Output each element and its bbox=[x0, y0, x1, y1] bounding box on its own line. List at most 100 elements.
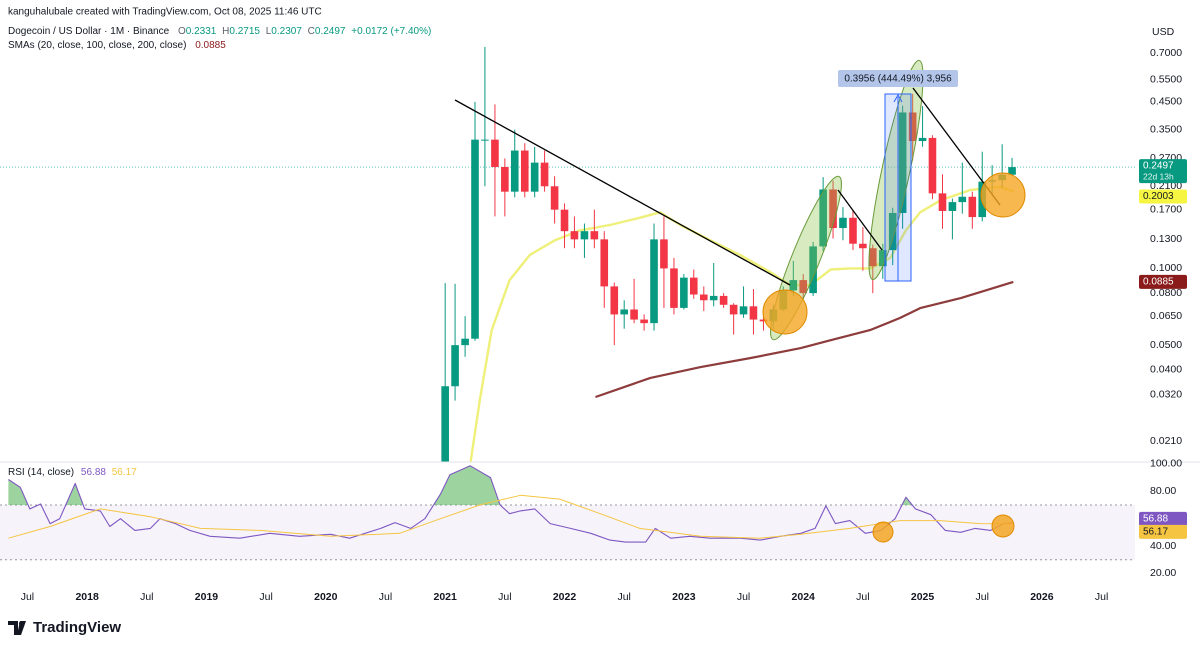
candle-body bbox=[908, 112, 917, 142]
x-tick-label: 2019 bbox=[195, 591, 219, 603]
price-pane bbox=[0, 46, 1135, 462]
rsi-tick-label: 20.00 bbox=[1150, 567, 1176, 579]
candle-body bbox=[530, 162, 539, 192]
candle-body bbox=[610, 286, 619, 315]
y-tick-label: 0.0320 bbox=[1150, 388, 1182, 400]
highlight-ellipse bbox=[868, 59, 924, 281]
logo: TradingView bbox=[8, 619, 121, 636]
rsi-tick-label: 100.00 bbox=[1150, 458, 1182, 470]
x-tick-label: 2018 bbox=[75, 591, 99, 603]
x-tick-label: 2021 bbox=[433, 591, 457, 603]
x-tick-label: Jul bbox=[140, 591, 153, 603]
candle-body bbox=[938, 193, 947, 211]
x-tick-label: Jul bbox=[379, 591, 392, 603]
candle-body bbox=[640, 319, 648, 324]
x-tick-label: Jul bbox=[498, 591, 511, 603]
candle-body bbox=[461, 338, 469, 346]
rsi-band bbox=[0, 504, 1135, 560]
candle-body bbox=[958, 196, 967, 203]
candle-body bbox=[789, 280, 798, 291]
rsi-ma-value: 56.17 bbox=[112, 467, 137, 478]
x-tick-label: 2022 bbox=[553, 591, 577, 603]
sma-price-label-box bbox=[1139, 189, 1187, 204]
candle-body bbox=[520, 150, 529, 192]
candle-body bbox=[799, 280, 808, 294]
candle-body bbox=[829, 189, 837, 229]
last-price-label: 0.2497 bbox=[1143, 161, 1174, 172]
drawings: 0.3956 (444.49%) 3,956 bbox=[454, 59, 1026, 341]
logo-dot bbox=[19, 621, 23, 626]
candle-body bbox=[580, 231, 589, 240]
indicator-line: SMAs (20, close, 100, close, 200, close)… bbox=[8, 40, 226, 51]
ohlc-value: 0.2331 bbox=[186, 26, 217, 37]
candle-body bbox=[928, 137, 937, 194]
x-tick-label: Jul bbox=[976, 591, 989, 603]
sma-price-label: 0.0885 bbox=[1143, 277, 1174, 288]
measure-label: 0.3956 (444.49%) 3,956 bbox=[844, 74, 952, 85]
candle-body bbox=[650, 239, 658, 324]
y-tick-label: 0.3500 bbox=[1150, 124, 1182, 136]
x-tick-label: Jul bbox=[1095, 591, 1108, 603]
x-tick-label: Jul bbox=[737, 591, 750, 603]
candle-body bbox=[441, 386, 449, 462]
y-tick-label: 0.0400 bbox=[1150, 364, 1182, 376]
symbol-line: Dogecoin / US Dollar · 1M · Binance O0.2… bbox=[8, 26, 431, 37]
ohlc-letter: L bbox=[266, 26, 272, 37]
sma-price-label: 0.2003 bbox=[1143, 191, 1174, 202]
candle-body bbox=[739, 306, 748, 315]
rsi-title: RSI (14, close) bbox=[8, 467, 74, 478]
candle-body bbox=[451, 345, 459, 387]
candle-body bbox=[560, 209, 569, 232]
highlight-circle bbox=[980, 172, 1026, 218]
y-tick-label: 0.4500 bbox=[1150, 96, 1182, 108]
measure-arrow-head bbox=[893, 93, 903, 103]
indicator-value: 0.0885 bbox=[195, 40, 226, 51]
candle-body bbox=[709, 295, 718, 301]
rsi-legend: RSI (14, close) 56.88 56.17 bbox=[8, 467, 137, 478]
rsi-value: 56.88 bbox=[81, 467, 106, 478]
ohlc-value: 0.2307 bbox=[271, 26, 302, 37]
candle-body bbox=[670, 268, 678, 308]
y-tick-label: 0.5500 bbox=[1150, 73, 1182, 85]
rsi-pane bbox=[0, 465, 1135, 561]
sma-line bbox=[595, 280, 1014, 399]
indicator-label: SMAs (20, close, 100, close, 200, close) bbox=[8, 40, 186, 51]
countdown-label: 22d 13h bbox=[1143, 171, 1174, 181]
x-tick-label: Jul bbox=[259, 591, 272, 603]
highlight-circle bbox=[872, 521, 894, 543]
y-tick-label: 0.0800 bbox=[1150, 287, 1182, 299]
candle-body bbox=[849, 217, 857, 244]
candle-body bbox=[819, 189, 827, 247]
candle-body bbox=[501, 166, 509, 192]
candle-body bbox=[948, 202, 957, 211]
x-tick-label: 2025 bbox=[911, 591, 935, 603]
rsi-value-label-box bbox=[1139, 524, 1187, 539]
ohlc-value: 0.2715 bbox=[229, 26, 260, 37]
y-tick-label: 0.0500 bbox=[1150, 339, 1182, 351]
highlight-circle bbox=[762, 289, 808, 335]
highlight-circle bbox=[991, 514, 1015, 538]
candle-body bbox=[620, 309, 628, 315]
ohlc-letter: O bbox=[178, 26, 186, 37]
candle-body bbox=[839, 217, 847, 229]
ohlc-letter: H bbox=[222, 26, 229, 37]
candle-body bbox=[859, 243, 867, 249]
x-tick-label: Jul bbox=[21, 591, 34, 603]
last-price-box bbox=[1139, 159, 1187, 184]
candle-body bbox=[759, 319, 768, 322]
candle-body bbox=[481, 139, 489, 141]
sma-price-label-box bbox=[1139, 274, 1187, 289]
candle-body bbox=[689, 277, 698, 295]
rsi-value-label: 56.88 bbox=[1143, 514, 1168, 525]
ohlc-letter: C bbox=[308, 26, 315, 37]
logo-text: TradingView bbox=[33, 619, 121, 636]
x-tick-label: 2024 bbox=[792, 591, 816, 603]
y-tick-label: 0.7000 bbox=[1150, 47, 1182, 59]
candle-body bbox=[879, 250, 887, 267]
y-tick-label: 0.1300 bbox=[1150, 233, 1182, 245]
rsi-ma-line bbox=[8, 494, 1014, 539]
candle-body bbox=[898, 112, 907, 213]
